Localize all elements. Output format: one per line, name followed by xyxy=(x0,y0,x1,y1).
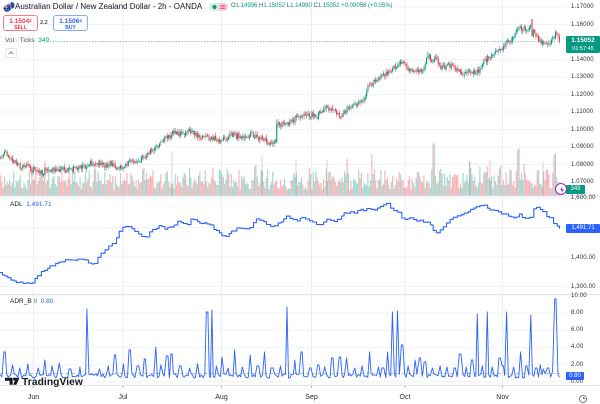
svg-text:TradingView: TradingView xyxy=(22,377,83,387)
